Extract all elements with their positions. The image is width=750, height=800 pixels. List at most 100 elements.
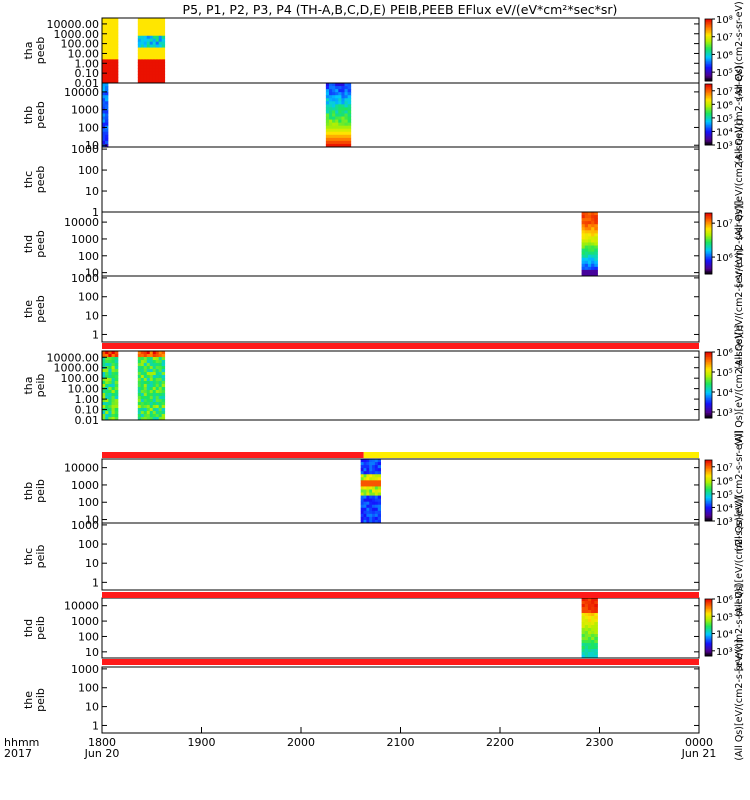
spectrogram-cell: [363, 513, 367, 518]
spectrogram-cell: [102, 92, 106, 96]
spectrogram-cell: [366, 468, 370, 472]
colorbar-cell: [705, 120, 712, 123]
spectrogram-cell: [594, 610, 598, 614]
spectrogram-cell: [591, 212, 595, 216]
colorbar-cell: [705, 251, 712, 254]
spectrogram-cell: [328, 110, 333, 114]
spectrogram-cell: [363, 483, 367, 487]
colorbar-cell: [705, 100, 712, 103]
spectrogram-cell: [591, 260, 595, 265]
spectrogram-cell: [152, 369, 157, 373]
colorbar-cell: [705, 132, 712, 135]
spectrogram-cell: [360, 471, 364, 475]
spectrogram-cell: [369, 498, 373, 503]
spectrogram-cell: [137, 369, 142, 373]
spectrogram-cell: [114, 47, 119, 51]
spectrogram-cell: [102, 390, 106, 394]
spectrogram-cell: [102, 89, 106, 93]
spectrogram-cell: [335, 95, 339, 99]
spectrogram-cell: [584, 215, 589, 219]
colorbar-cell: [705, 380, 712, 383]
colorbar-cell: [705, 352, 712, 355]
spectrogram-cell: [158, 372, 163, 376]
spectrogram-cell: [161, 372, 166, 376]
spectrogram-cell: [584, 212, 589, 216]
panel-tha-peib: 10000.001000.00100.0010.001.000.100.01th…: [22, 325, 745, 446]
spectrogram-cell: [108, 351, 112, 355]
spectrogram-cell: [140, 351, 145, 355]
spectrogram-cell: [158, 381, 163, 385]
spectrogram-cell: [594, 625, 598, 629]
spectrogram-cell: [335, 113, 339, 117]
spectrogram-cell: [594, 233, 598, 237]
spectrogram-cell: [374, 471, 379, 475]
spectrogram-cell: [137, 405, 142, 409]
spectrogram-cell: [114, 35, 119, 40]
spectrogram-cell: [102, 56, 106, 60]
spectrogram-cell: [108, 393, 112, 397]
spectrogram-cell: [374, 465, 379, 469]
spectrogram-cell: [584, 640, 589, 644]
spectrogram-cell: [591, 266, 595, 271]
spectrogram-cell: [114, 354, 119, 358]
spectrogram-cell: [146, 375, 151, 379]
spectrogram-cell: [161, 363, 166, 367]
spectrogram-cell: [584, 634, 589, 638]
spectrogram-cell: [146, 411, 151, 415]
spectrogram-cell: [111, 372, 116, 376]
colorbar-cell: [705, 93, 712, 96]
spectrogram-cell: [104, 107, 109, 111]
colorbar-cell: [705, 94, 712, 97]
spectrogram-cell: [328, 86, 333, 90]
spectrogram-cell: [158, 65, 163, 69]
colorbar-cell: [705, 613, 712, 616]
spectrogram-cell: [594, 224, 598, 228]
spectrogram-cell: [369, 459, 373, 463]
colorbar-tick-label: 10⁷: [716, 463, 733, 474]
spectrogram-cell: [335, 110, 339, 114]
status-bar: [102, 452, 699, 458]
spectrogram-cell: [344, 101, 349, 105]
y-tick-label: 1000.00: [54, 28, 100, 41]
spectrogram-cell: [149, 354, 154, 358]
colorbar-cell: [705, 90, 712, 93]
spectrogram-cell: [347, 86, 352, 90]
spectrogram-cell: [108, 35, 112, 40]
spectrogram-cell: [338, 104, 342, 108]
spectrogram-cell: [105, 44, 109, 48]
spectrogram-cell: [102, 80, 106, 84]
spectrogram-cell: [137, 29, 142, 34]
colorbar-cell: [705, 102, 712, 105]
colorbar-cell: [705, 272, 712, 275]
spectrogram-cell: [104, 134, 109, 139]
x-tick-label: 2300: [586, 736, 614, 749]
spectrogram-cell: [105, 80, 109, 84]
colorbar-cell: [705, 19, 712, 22]
spectrogram-cell: [114, 32, 119, 37]
spectrogram-cell: [581, 655, 586, 659]
colorbar-cell: [705, 504, 712, 507]
colorbar-tick-label: 10³: [716, 141, 733, 152]
colorbar-cell: [705, 484, 712, 487]
spectrogram-cell: [149, 59, 154, 63]
spectrogram-cell: [137, 387, 142, 391]
spectrogram-cell: [332, 137, 336, 142]
spectrogram-cell: [155, 44, 160, 48]
spectrogram-cell: [377, 498, 381, 503]
spectrogram-cell: [114, 62, 119, 66]
spectrogram-cell: [372, 459, 376, 463]
spectrogram-cell: [111, 77, 116, 81]
spectrogram-cell: [161, 360, 166, 364]
spectrogram-cell: [105, 20, 109, 25]
spectrogram-cell: [161, 20, 166, 25]
spectrogram-cell: [140, 47, 145, 51]
spectrogram-cell: [581, 649, 586, 653]
spectrogram-cell: [161, 414, 166, 418]
spectrogram-cell: [104, 128, 109, 133]
panel-label-probe: the: [22, 691, 35, 709]
spectrogram-cell: [108, 68, 112, 72]
spectrogram-cell: [105, 38, 109, 43]
spectrogram-cell: [341, 119, 345, 124]
spectrogram-cell: [594, 218, 598, 222]
spectrogram-cell: [108, 80, 112, 84]
